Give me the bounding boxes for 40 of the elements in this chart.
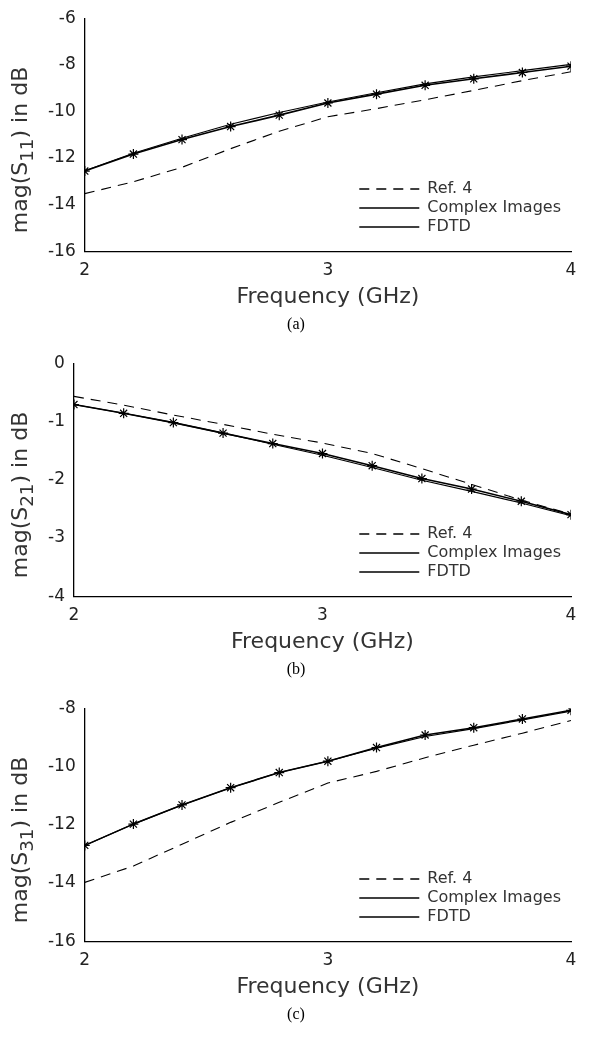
y-tick-label: -16 <box>47 929 76 950</box>
x-tick-label: 4 <box>565 603 577 624</box>
y-tick-label: -10 <box>47 99 76 120</box>
y-tick-label: -14 <box>47 193 76 214</box>
y-tick-label: -6 <box>58 6 76 27</box>
text: (b) <box>285 660 307 678</box>
x-axis-title: Frequency (GHz) <box>236 972 420 998</box>
legend-label: Complex Images <box>427 542 562 562</box>
x-tick-label: 2 <box>79 948 91 969</box>
x-tick-label: 4 <box>565 948 577 969</box>
y-tick-label: -2 <box>48 468 65 489</box>
x-tick-label: 3 <box>322 948 334 969</box>
y-tick-label: -4 <box>48 584 65 605</box>
x-tick-label: 2 <box>79 258 91 279</box>
y-tick-label: -10 <box>47 754 76 775</box>
y-tick-label: -8 <box>58 696 76 717</box>
y-tick-label: -16 <box>47 239 76 260</box>
y-tick-label: -3 <box>48 526 65 547</box>
legend-label: Complex Images <box>427 887 562 907</box>
legend-label: FDTD <box>427 561 471 581</box>
legend-label: Ref. 4 <box>427 868 473 888</box>
y-tick-label: -14 <box>47 871 76 892</box>
y-tick-label: 0 <box>54 351 65 372</box>
x-tick-label: 2 <box>68 603 80 624</box>
x-tick-label: 3 <box>317 603 328 624</box>
x-axis-title: Frequency (GHz) <box>231 627 414 653</box>
legend-label: Ref. 4 <box>427 523 473 543</box>
x-tick-label: 4 <box>565 258 577 279</box>
legend-label: Ref. 4 <box>427 178 473 198</box>
y-tick-label: -1 <box>48 409 65 430</box>
text: (a) <box>286 315 306 333</box>
legend-label: FDTD <box>427 216 471 236</box>
legend-label: Complex Images <box>427 197 562 217</box>
y-tick-label: -12 <box>47 813 76 834</box>
y-tick-label: -12 <box>47 146 76 167</box>
x-axis-title: Frequency (GHz) <box>236 282 420 308</box>
y-tick-label: -8 <box>58 53 76 74</box>
x-tick-label: 3 <box>322 258 334 279</box>
text: (c) <box>286 1005 306 1023</box>
legend-label: FDTD <box>427 906 471 926</box>
